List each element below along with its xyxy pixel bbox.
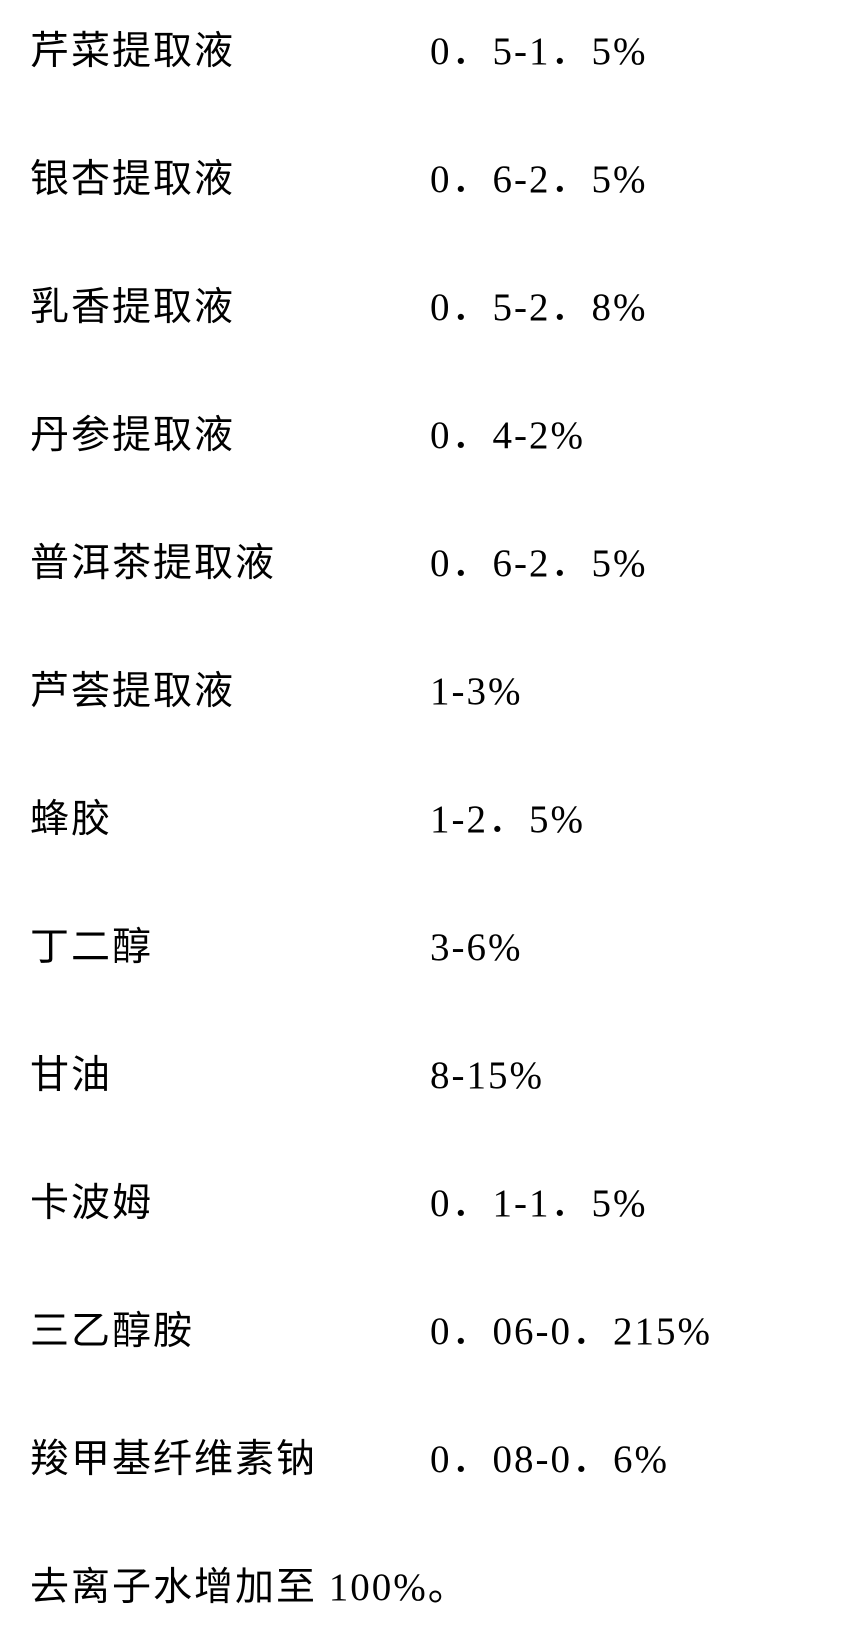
table-row: 普洱茶提取液 0．6-2．5%	[30, 532, 825, 588]
ingredient-label: 三乙醇胺	[30, 1300, 430, 1356]
table-row: 丁二醇 3-6%	[30, 916, 825, 972]
table-row: 三乙醇胺 0．06-0．215%	[30, 1300, 825, 1356]
ingredient-label: 卡波姆	[30, 1172, 430, 1228]
ingredient-value: 0．5-1．5%	[430, 20, 647, 76]
ingredient-label: 普洱茶提取液	[30, 532, 430, 588]
table-row: 卡波姆 0．1-1．5%	[30, 1172, 825, 1228]
ingredient-value: 0．1-1．5%	[430, 1172, 647, 1228]
ingredient-value: 0．6-2．5%	[430, 148, 647, 204]
ingredient-label: 银杏提取液	[30, 148, 430, 204]
ingredient-label: 芹菜提取液	[30, 20, 430, 76]
ingredient-value: 1-2．5%	[430, 788, 585, 844]
table-row: 甘油 8-15%	[30, 1044, 825, 1100]
ingredient-label: 甘油	[30, 1044, 430, 1100]
ingredient-value: 8-15%	[430, 1053, 544, 1098]
table-row: 乳香提取液 0．5-2．8%	[30, 276, 825, 332]
footer-text: 去离子水增加至 100%。	[30, 1556, 825, 1612]
table-row: 芦荟提取液 1-3%	[30, 660, 825, 716]
ingredient-label: 丹参提取液	[30, 404, 430, 460]
ingredient-value: 0．06-0．215%	[430, 1300, 712, 1356]
ingredient-value: 3-6%	[430, 925, 522, 970]
ingredient-label: 羧甲基纤维素钠	[30, 1428, 430, 1484]
ingredient-table: 芹菜提取液 0．5-1．5% 银杏提取液 0．6-2．5% 乳香提取液 0．5-…	[30, 20, 825, 1612]
ingredient-value: 1-3%	[430, 669, 522, 714]
ingredient-label: 蜂胶	[30, 788, 430, 844]
ingredient-label: 乳香提取液	[30, 276, 430, 332]
table-row: 丹参提取液 0．4-2%	[30, 404, 825, 460]
ingredient-value: 0．5-2．8%	[430, 276, 647, 332]
ingredient-label: 芦荟提取液	[30, 660, 430, 716]
table-row: 蜂胶 1-2．5%	[30, 788, 825, 844]
ingredient-value: 0．6-2．5%	[430, 532, 647, 588]
ingredient-value: 0．08-0．6%	[430, 1428, 669, 1484]
table-row: 银杏提取液 0．6-2．5%	[30, 148, 825, 204]
ingredient-label: 丁二醇	[30, 916, 430, 972]
ingredient-value: 0．4-2%	[430, 404, 585, 460]
table-row: 芹菜提取液 0．5-1．5%	[30, 20, 825, 76]
table-row: 羧甲基纤维素钠 0．08-0．6%	[30, 1428, 825, 1484]
